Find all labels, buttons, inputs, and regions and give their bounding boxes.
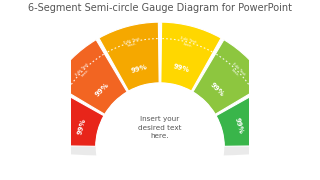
Wedge shape xyxy=(99,22,159,91)
Wedge shape xyxy=(161,22,221,91)
Circle shape xyxy=(96,83,224,180)
Wedge shape xyxy=(216,86,285,146)
Text: 99%: 99% xyxy=(172,64,190,74)
Text: 99%: 99% xyxy=(94,82,111,98)
Text: Edit Text
here.: Edit Text here. xyxy=(228,62,245,80)
Wedge shape xyxy=(193,40,268,114)
Text: 99%: 99% xyxy=(209,82,226,98)
Text: Edit Text
here.: Edit Text here. xyxy=(49,110,62,128)
Text: 99%: 99% xyxy=(234,117,244,135)
Text: Edit Text
here.: Edit Text here. xyxy=(123,36,141,49)
Text: 99%: 99% xyxy=(76,117,86,135)
Wedge shape xyxy=(52,40,127,114)
Text: Edit Text
here.: Edit Text here. xyxy=(179,36,197,49)
Text: Insert your
desired text
here.: Insert your desired text here. xyxy=(138,116,182,139)
Text: 6-Segment Semi-circle Gauge Diagram for PowerPoint: 6-Segment Semi-circle Gauge Diagram for … xyxy=(28,3,292,13)
Text: 99%: 99% xyxy=(130,64,148,74)
Ellipse shape xyxy=(30,141,290,156)
Text: Edit Text
here.: Edit Text here. xyxy=(75,62,92,80)
Text: Edit Text
here.: Edit Text here. xyxy=(258,110,271,128)
Wedge shape xyxy=(35,86,104,146)
